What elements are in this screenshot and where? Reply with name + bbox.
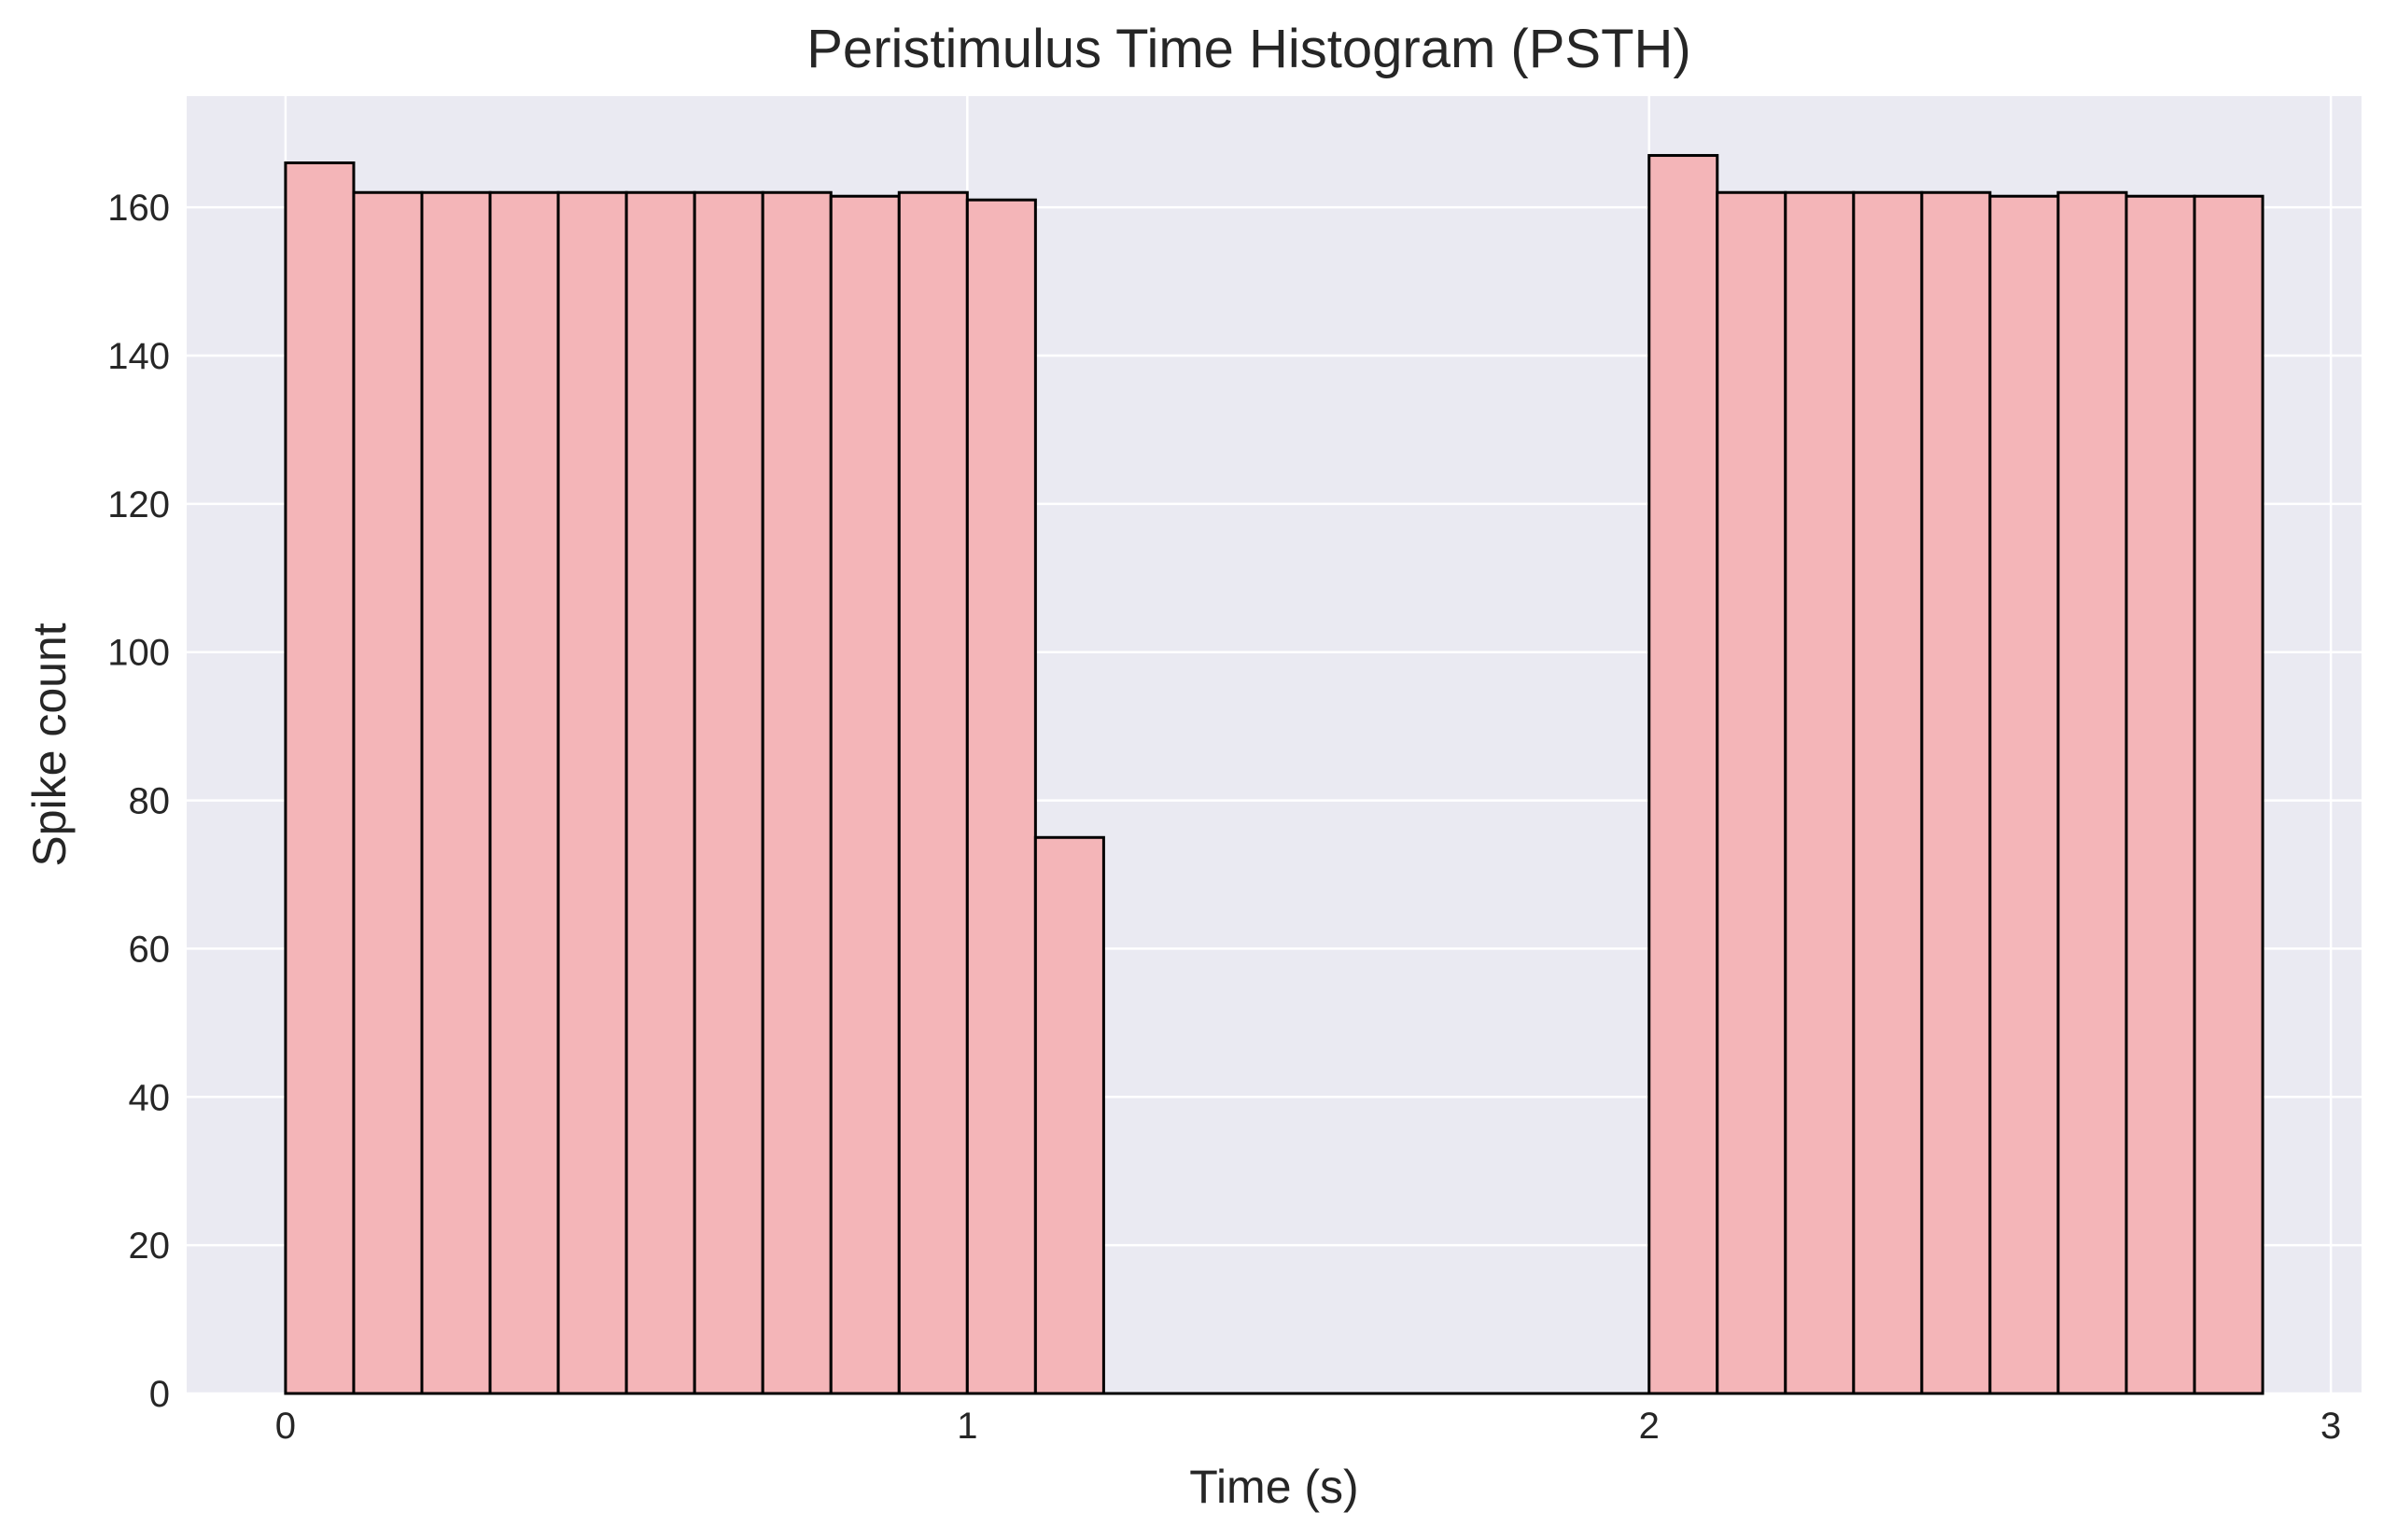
y-tick-label: 20	[129, 1225, 171, 1267]
histogram-bar	[1716, 190, 1787, 1395]
histogram-bar	[1647, 154, 1719, 1395]
histogram-bars	[284, 154, 2264, 1395]
histogram-bar	[488, 190, 560, 1395]
histogram-bar	[352, 190, 424, 1395]
x-tick-label: 2	[1639, 1406, 1660, 1447]
histogram-bar	[284, 161, 356, 1395]
x-axis-label: Time (s)	[1189, 1461, 1358, 1513]
histogram-bar	[897, 190, 969, 1395]
x-tick-label: 1	[957, 1406, 977, 1447]
histogram-bar	[420, 190, 492, 1395]
histogram-bar	[1033, 835, 1105, 1395]
histogram-bar	[556, 190, 628, 1395]
y-axis-ticks: 0 20 40 60 80 100 120 140 160	[107, 188, 170, 1415]
y-tick-label: 100	[107, 633, 170, 674]
histogram-bar	[1852, 190, 1924, 1395]
histogram-bar	[1988, 194, 2060, 1395]
histogram-bar	[2056, 190, 2128, 1395]
histogram-bar	[761, 190, 833, 1395]
y-tick-label: 160	[107, 188, 170, 229]
y-axis-label: Spike count	[23, 623, 76, 866]
histogram-bar	[1920, 190, 1992, 1395]
x-axis-ticks: 0 1 2 3	[275, 1406, 2341, 1447]
y-tick-label: 80	[129, 781, 171, 822]
y-tick-label: 40	[129, 1077, 171, 1118]
histogram-bar	[965, 198, 1037, 1395]
y-tick-label: 0	[149, 1374, 170, 1415]
histogram-bar	[624, 190, 696, 1395]
histogram-bar	[693, 190, 764, 1395]
histogram-bar	[2124, 194, 2196, 1395]
x-tick-label: 3	[2320, 1406, 2341, 1447]
chart-title: Peristimulus Time Histogram (PSTH)	[806, 19, 1690, 79]
y-tick-label: 140	[107, 336, 170, 377]
histogram-bar	[2193, 194, 2264, 1395]
histogram-bar	[829, 194, 901, 1395]
y-tick-label: 60	[129, 929, 171, 970]
y-tick-label: 120	[107, 484, 170, 525]
histogram-bar	[1784, 190, 1856, 1395]
x-tick-label: 0	[275, 1406, 296, 1447]
